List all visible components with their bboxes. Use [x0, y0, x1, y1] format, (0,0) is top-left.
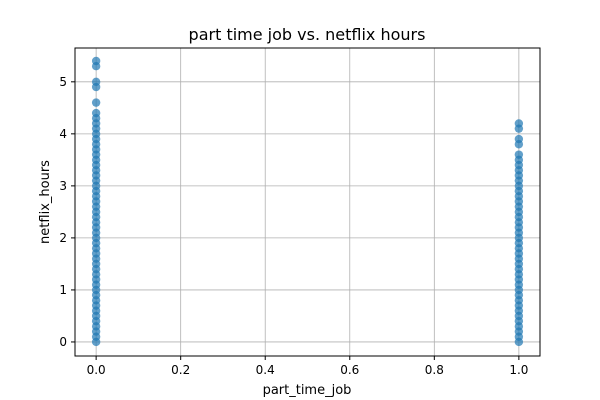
y-tick-label: 4 [59, 127, 67, 141]
data-point [91, 98, 101, 107]
y-tick-label: 3 [59, 179, 67, 193]
x-tick-label: 1.0 [509, 363, 528, 377]
y-axis-ticks: 0 1 2 3 4 5 [59, 75, 75, 349]
data-point [91, 77, 101, 87]
data-point [514, 119, 524, 128]
y-tick-label: 1 [59, 283, 67, 297]
data-points [91, 56, 524, 347]
x-axis-label: part_time_job [263, 383, 352, 398]
y-tick-label: 2 [59, 231, 67, 245]
y-axis-label: netflix_hours [38, 160, 53, 244]
x-tick-label: 0.6 [340, 363, 359, 377]
y-tick-label: 0 [59, 335, 67, 349]
plot-frame [74, 47, 541, 357]
x-tick-label: 0.0 [87, 363, 106, 377]
x-tick-label: 0.8 [425, 363, 444, 377]
data-point [514, 134, 524, 144]
x-tick-label: 0.4 [256, 363, 275, 377]
chart-title: part time job vs. netflix hours [189, 25, 426, 44]
x-axis-ticks: 0.0 0.2 0.4 0.6 0.8 1.0 [87, 356, 528, 377]
data-point [91, 108, 101, 118]
x-tick-label: 0.2 [171, 363, 190, 377]
data-point [91, 56, 101, 66]
data-point [514, 150, 524, 159]
y-tick-label: 5 [59, 75, 67, 89]
